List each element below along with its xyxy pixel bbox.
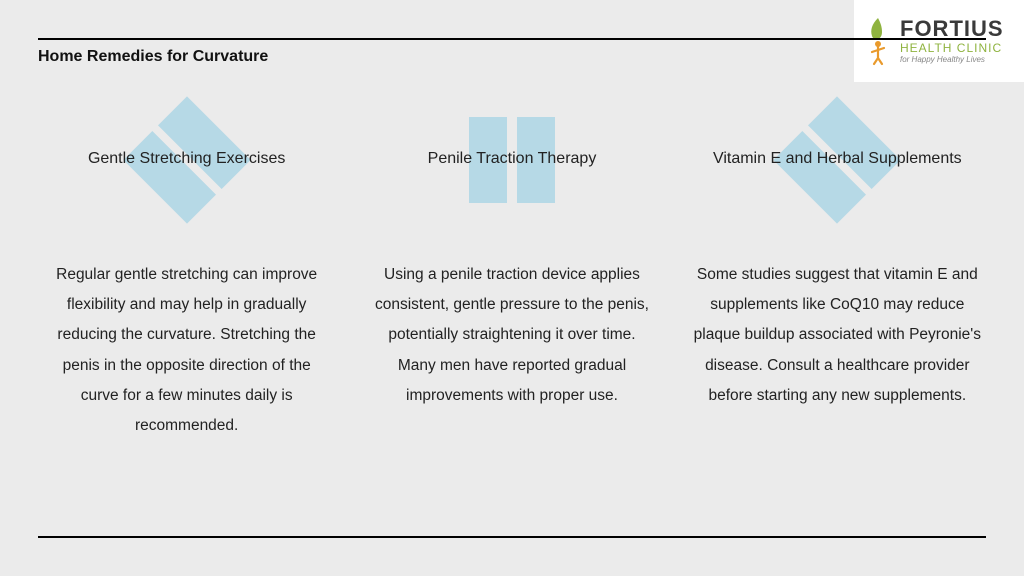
column-1-title: Gentle Stretching Exercises (37, 150, 337, 168)
column-3-title: Vitamin E and Herbal Supplements (687, 150, 987, 168)
diamond-split-icon: Vitamin E and Herbal Supplements (777, 100, 897, 220)
column-2-body: Using a penile traction device applies c… (363, 260, 660, 411)
brand-logo: FORTIUS HEALTH CLINIC for Happy Healthy … (854, 0, 1024, 82)
logo-brand-sub: HEALTH CLINIC (900, 42, 1004, 54)
column-3-body: Some studies suggest that vitamin E and … (689, 260, 986, 411)
column-1: Gentle Stretching Exercises Regular gent… (38, 100, 335, 441)
content-columns: Gentle Stretching Exercises Regular gent… (38, 100, 986, 441)
diamond-split-icon: Gentle Stretching Exercises (127, 100, 247, 220)
bottom-divider (38, 536, 986, 538)
page-title: Home Remedies for Curvature (38, 48, 268, 66)
top-divider (38, 38, 986, 40)
column-1-body: Regular gentle stretching can improve fl… (38, 260, 335, 441)
logo-icon (862, 16, 894, 66)
two-bars-icon: Penile Traction Therapy (452, 100, 572, 220)
column-2: Penile Traction Therapy Using a penile t… (363, 100, 660, 441)
logo-brand-top: FORTIUS (900, 18, 1004, 40)
logo-tagline: for Happy Healthy Lives (900, 56, 1004, 64)
column-3: Vitamin E and Herbal Supplements Some st… (689, 100, 986, 441)
logo-text: FORTIUS HEALTH CLINIC for Happy Healthy … (900, 18, 1004, 64)
column-2-title: Penile Traction Therapy (362, 150, 662, 168)
